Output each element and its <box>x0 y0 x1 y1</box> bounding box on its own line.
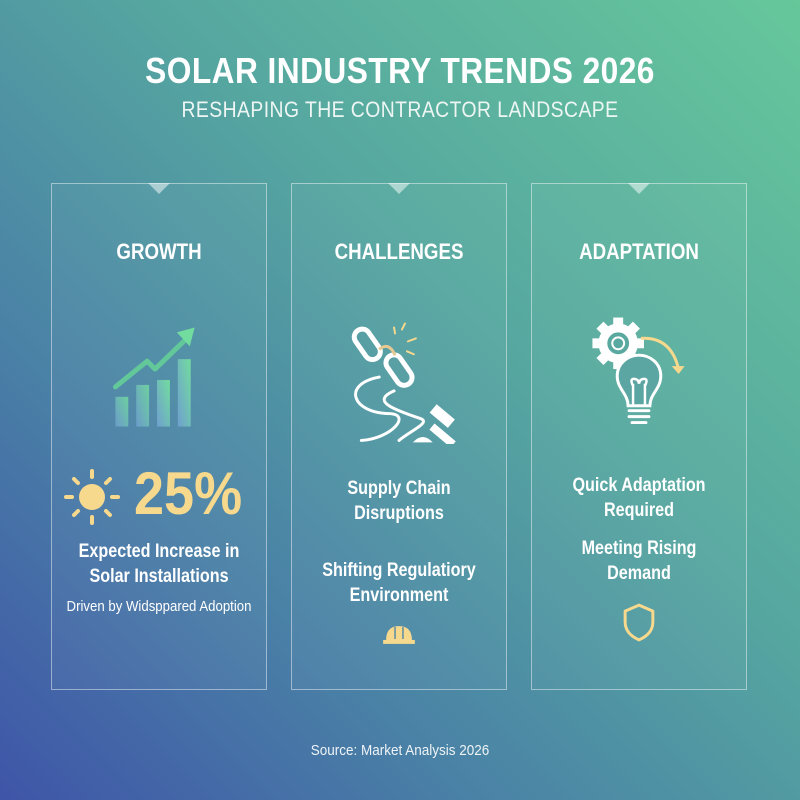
shield-icon <box>623 603 655 642</box>
notch-decoration <box>388 183 410 194</box>
card-challenges: CHALLENGES Supply Chain Disruptions Shif… <box>291 183 507 690</box>
hard-hat-icon <box>383 626 415 644</box>
sun-icon <box>64 469 120 525</box>
notch-decoration <box>628 183 650 194</box>
card-adaptation: ADAPTATION Quick Adaptation Required Mee… <box>531 183 747 690</box>
gear-lightbulb-icon <box>592 317 685 425</box>
card-title: ADAPTATION <box>579 239 699 264</box>
card-title: GROWTH <box>116 239 202 264</box>
challenge-2-line-1: Shifting Regulatiory <box>322 560 476 581</box>
bar-chart-arrow-icon <box>112 327 195 427</box>
page-title: SOLAR INDUSTRY TRENDS 2026 <box>145 50 655 91</box>
page-subtitle: RESHAPING THE CONTRACTOR LANDSCAPE <box>181 97 619 122</box>
adaptation-2-line-1: Meeting Rising <box>581 538 697 559</box>
growth-line-2: Solar Installations <box>89 566 229 587</box>
card-growth: GROWTH 25% Expected Increase in Solar In… <box>51 183 267 690</box>
card-title: CHALLENGES <box>334 239 464 264</box>
source-note: Source: Market Analysis 2026 <box>310 742 490 759</box>
challenge-1-line-2: Disruptions <box>354 503 444 524</box>
adaptation-2-line-2: Demand <box>607 563 671 584</box>
adaptation-1-line-2: Required <box>603 500 674 521</box>
adaptation-1-line-1: Quick Adaptation <box>572 475 706 496</box>
notch-decoration <box>148 183 170 194</box>
growth-stat: 25% <box>134 460 243 527</box>
challenge-2-line-2: Environment <box>349 585 449 606</box>
challenge-1-line-1: Supply Chain <box>347 478 451 499</box>
growth-note: Driven by Widsppared Adoption <box>66 598 252 615</box>
growth-line-1: Expected Increase in <box>78 541 240 562</box>
broken-chain-gavel-icon <box>351 322 456 444</box>
